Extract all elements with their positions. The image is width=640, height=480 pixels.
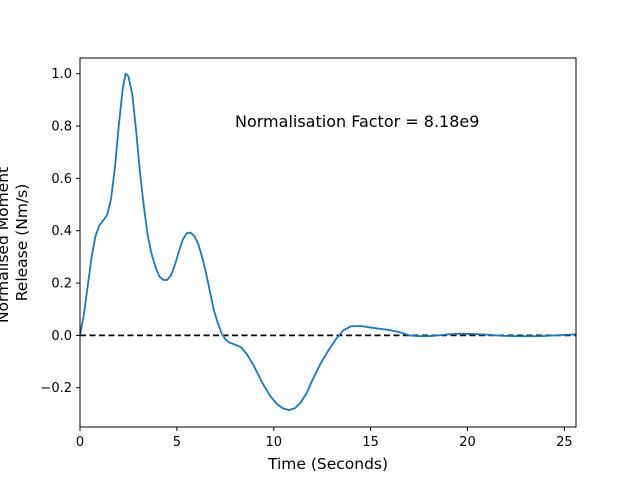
x-tick-label: 5 <box>173 435 181 450</box>
y-tick-label: 1.0 <box>51 67 72 82</box>
y-tick-label: 0.8 <box>51 120 72 135</box>
plot-area: 0 5 10 15 20 25 −0.2 0.0 0.2 0.4 0.6 0.8 1.0 <box>40 57 577 450</box>
x-tick-label: 20 <box>459 435 476 450</box>
x-tick-label: 10 <box>265 435 282 450</box>
y-tick-label: −0.2 <box>40 381 72 396</box>
y-tick-label: 0.4 <box>51 224 72 239</box>
y-axis-label-line-2: Release (Nm/s) <box>13 184 31 302</box>
x-tick-label: 0 <box>76 435 84 450</box>
y-tick-label: 0.2 <box>51 277 72 292</box>
axes-frame <box>79 57 577 428</box>
y-tick-label: 0.6 <box>51 172 72 187</box>
y-axis-label-line-1: Normalised Moment <box>0 167 12 323</box>
x-tick-label: 25 <box>556 435 573 450</box>
series-line-0 <box>79 72 577 411</box>
x-axis-label: Time (Seconds) <box>267 455 388 473</box>
x-tick-label: 15 <box>362 435 379 450</box>
normalisation-annotation: Normalisation Factor = 8.18e9 <box>235 112 479 131</box>
y-tick-label: 0.0 <box>51 329 72 344</box>
y-axis-label: Normalised Moment Release (Nm/s) <box>0 162 31 323</box>
